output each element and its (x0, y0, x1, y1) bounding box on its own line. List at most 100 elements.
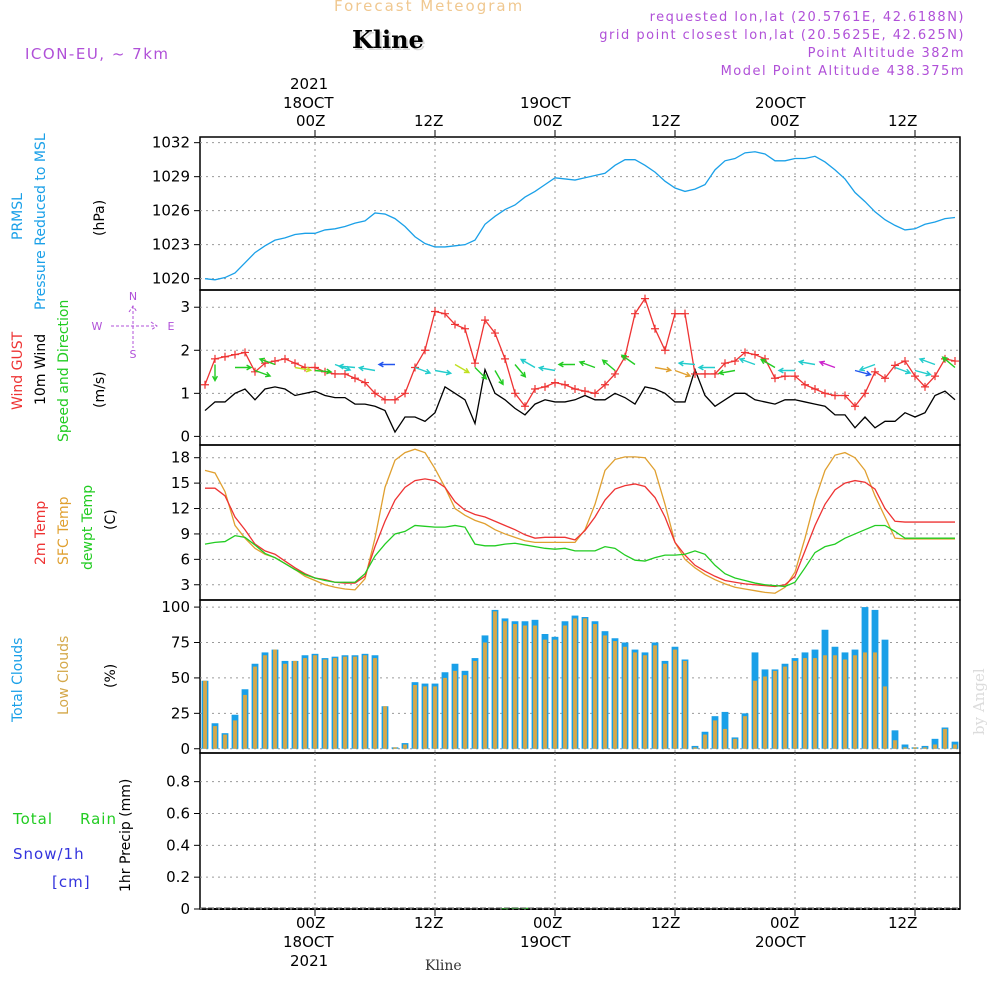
wind-direction-arrow (654, 366, 673, 373)
low-cloud-bar (933, 744, 937, 749)
wind-direction-arrow (258, 357, 276, 366)
precip-legend-total: Total (13, 810, 54, 828)
requested-coords: requested lon,lat (20.5761E, 42.6188N) (649, 10, 965, 25)
precip-legend-cm: [cm] (52, 873, 91, 891)
low-cloud-bar (713, 720, 717, 749)
low-cloud-bar (783, 666, 787, 749)
gust-marker (271, 357, 279, 366)
precip-ytick-label-0.8: 0.8 (166, 773, 190, 791)
precip-ytick-label-0.2: 0.2 (166, 868, 190, 886)
gust-marker (641, 294, 649, 303)
sfc-temp-line (204, 448, 955, 594)
gust-marker (631, 309, 639, 318)
low-cloud-bar (203, 680, 207, 749)
clouds-ytick-label-25: 25 (171, 704, 190, 722)
top-hour-label-3: 00Z (533, 112, 563, 130)
gust-marker (401, 389, 409, 398)
compass-e: E (168, 320, 175, 333)
low-cloud-bar (403, 744, 407, 749)
low-cloud-bar (493, 611, 497, 749)
low-cloud-bar (853, 655, 857, 749)
bottom-hour-label-4: 12Z (651, 914, 681, 932)
low-cloud-bar (703, 734, 707, 749)
low-cloud-bar (733, 738, 737, 749)
low-cloud-bar (683, 660, 687, 749)
low-cloud-bar (793, 660, 797, 749)
low-cloud-bar (673, 649, 677, 749)
wind-ytick-label-1: 1 (180, 384, 190, 402)
bottom-hour-label-6: 12Z (888, 914, 918, 932)
gust-marker (821, 389, 829, 398)
top-hour-label-5: 00Z (770, 112, 800, 130)
top-hour-label-2: 12Z (414, 112, 444, 130)
gust-marker (521, 402, 529, 411)
low-cloud-bar (863, 652, 867, 749)
low-cloud-bar (753, 680, 757, 749)
wind-direction-arrow (854, 369, 872, 377)
low-cloud-bar (503, 621, 507, 749)
station-name: Kline (352, 25, 424, 54)
gust-marker (461, 324, 469, 333)
wind-direction-arrow (797, 359, 816, 366)
temperature-ytick-label-18: 18 (171, 449, 190, 467)
gust-marker (781, 372, 789, 381)
low-cloud-bar (563, 625, 567, 749)
top-day-label-1: 18OCT (283, 94, 334, 112)
total-cloud-bar (891, 730, 899, 749)
low-cloud-bar (773, 670, 777, 749)
gust-marker (741, 348, 749, 357)
gust-marker (371, 389, 379, 398)
low-cloud-bar (843, 659, 847, 749)
low-cloud-bar (333, 658, 337, 749)
low-cloud-bar (573, 618, 577, 749)
clouds-ytick-label-75: 75 (171, 634, 190, 652)
gust-marker (501, 354, 509, 363)
low-cloud-bar (523, 625, 527, 749)
meteogram-title: Forecast Meteogram (334, 0, 525, 15)
gust-marker (911, 372, 919, 381)
gust-marker (651, 324, 659, 333)
low-cloud-bar (823, 655, 827, 749)
low-cloud-bar (323, 659, 327, 749)
top-year-label: 2021 (290, 75, 329, 93)
low-cloud-bar (833, 655, 837, 749)
gust-marker (381, 395, 389, 404)
low-cloud-bar (623, 646, 627, 749)
low-cloud-bar (283, 663, 287, 749)
low-cloud-bar (483, 642, 487, 749)
wind-direction-arrow (514, 364, 527, 378)
top-day-label-2: 19OCT (520, 94, 571, 112)
low-cloud-bar (653, 645, 657, 749)
low-cloud-bar (453, 670, 457, 749)
wind-direction-arrow (357, 365, 376, 372)
gust-marker (711, 369, 719, 378)
gust-marker (481, 316, 489, 325)
low-cloud-bar (213, 726, 217, 749)
gust-marker (431, 307, 439, 316)
wind-direction-arrow (818, 360, 836, 369)
watermark: by Angel (970, 668, 988, 735)
gust-marker (361, 378, 369, 387)
low-cloud-bar (643, 655, 647, 749)
clouds-ytick-label-0: 0 (180, 740, 190, 758)
gust-line (204, 297, 956, 408)
gust-marker (351, 374, 359, 383)
low-cloud-bar (463, 675, 467, 749)
model-altitude: Model Point Altitude 438.375m (720, 64, 965, 79)
wind-direction-arrow (314, 368, 333, 375)
gust-marker (341, 369, 349, 378)
wind-direction-arrow (914, 369, 932, 377)
low-cloud-bar (693, 747, 697, 749)
wind-direction-arrow (377, 361, 395, 368)
bottom-hour-label-5: 00Z (770, 914, 800, 932)
top-day-label-3: 20OCT (755, 94, 806, 112)
gust-marker (771, 374, 779, 383)
wind-direction-arrow (494, 370, 504, 386)
low-cloud-bar (263, 655, 267, 749)
bottom-hour-label-1: 00Z (296, 914, 326, 932)
low-cloud-bar (273, 649, 277, 749)
closest-coords: grid point closest lon,lat (20.5625E, 42… (599, 28, 965, 43)
low-cloud-bar (613, 641, 617, 749)
low-cloud-bar (633, 652, 637, 749)
gust-marker (241, 348, 249, 357)
